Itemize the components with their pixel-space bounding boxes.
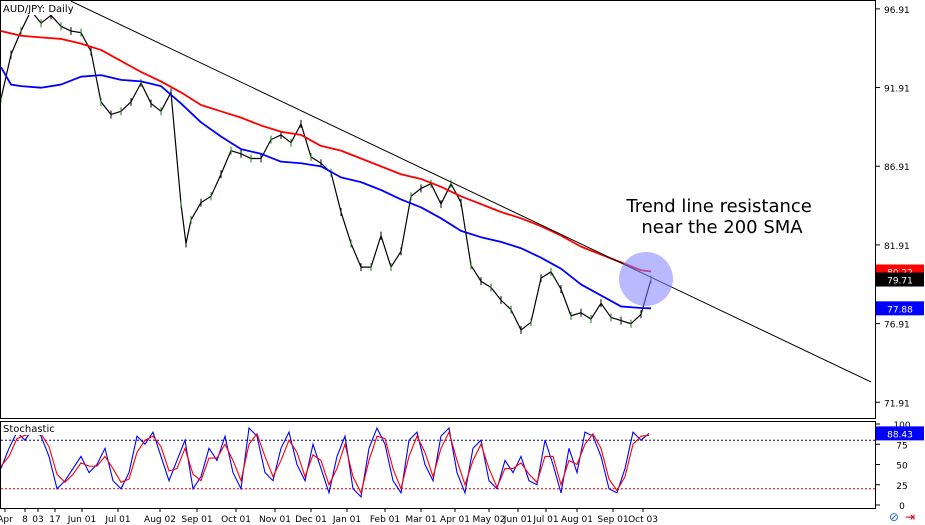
- stochastic-tick-label: 25: [896, 482, 907, 492]
- stochastic-series-pct-d: [1, 430, 650, 495]
- price-axis: 96.91 91.91 86.91 81.91 76.91 71.91: [875, 6, 910, 409]
- stochastic-panel-frame: [0, 421, 876, 509]
- time-tick-label: Jul 01: [532, 515, 558, 525]
- price-tick-label: 96.91: [884, 6, 910, 16]
- stochastic-tick-label: 0: [899, 502, 905, 512]
- time-tick-label: Mar 01: [405, 515, 436, 525]
- stochastic-tick-label: 100: [893, 421, 910, 431]
- time-tick-label: Sep 01: [181, 515, 212, 525]
- stochastic-axis: 100 75 50 25 0 88.43: [875, 421, 924, 512]
- price-tick-label: 76.91: [884, 321, 910, 331]
- series-200-sma: [1, 30, 652, 273]
- stochastic-value-tag: [876, 426, 924, 441]
- price-value-tag: [876, 272, 924, 287]
- time-tick-label: Jan 01: [332, 515, 361, 525]
- time-tick-label: May 02: [473, 515, 506, 525]
- time-axis: Apr 8 03 17 Jun 01 Jul 01 Aug 02 Sep 01 Oct 01 No…: [0, 508, 658, 525]
- series-trend-line: [70, 1, 872, 383]
- time-tick-label: Dec 01: [295, 515, 327, 525]
- time-tick-label: Oct 01: [221, 515, 251, 525]
- time-tick-label: Jun 01: [503, 515, 532, 525]
- price-chart-title: AUD/JPY: Daily: [3, 4, 74, 15]
- time-tick-label: Aug 01: [561, 515, 593, 525]
- time-tick-label: 8: [22, 515, 28, 525]
- stochastic-series-group: [1, 426, 875, 499]
- time-tick-label: Jul 01: [104, 515, 130, 525]
- resistance-highlight-circle: [619, 252, 673, 306]
- time-tick-label: Nov 01: [259, 515, 291, 525]
- price-value-tag: [876, 301, 924, 316]
- time-tick-label: Apr 01: [440, 515, 470, 525]
- price-series-group: [1, 1, 872, 383]
- price-tick-label: 81.91: [884, 242, 910, 252]
- annotation-line-1: Trend line resistance: [625, 196, 812, 217]
- price-tick-label: 71.91: [884, 399, 910, 409]
- stochastic-tick-label: 75: [896, 441, 907, 451]
- time-tick-label: 03: [32, 515, 43, 525]
- time-tick-label: Apr: [0, 515, 13, 525]
- corner-controls: ⊘ ⇥: [889, 511, 915, 523]
- time-tick-label: Feb 01: [370, 515, 400, 525]
- stochastic-title: Stochastic: [3, 424, 55, 435]
- price-value-label: 79.71: [887, 277, 913, 287]
- time-tick-label: Oct 03: [628, 515, 658, 525]
- time-tick-label: Aug 02: [144, 515, 176, 525]
- stochastic-value-label: 88.43: [887, 430, 913, 440]
- price-tick-label: 86.91: [884, 163, 910, 173]
- series-100-sma: [1, 66, 652, 310]
- stochastic-tick-label: 50: [896, 462, 908, 472]
- time-tick-label: Sep 01: [597, 515, 628, 525]
- link-icon[interactable]: ⊘: [888, 510, 899, 524]
- annotation-line-2: near the 200 SMA: [641, 217, 803, 238]
- price-tick-label: 91.91: [884, 85, 910, 95]
- stochastic-series-pct-k: [1, 426, 650, 499]
- time-tick-label: Jun 01: [67, 515, 96, 525]
- price-value-label: 77.88: [887, 305, 913, 315]
- time-tick-label: 17: [49, 515, 60, 525]
- price-panel-frame: [0, 0, 876, 419]
- close-icon[interactable]: ⇥: [904, 510, 915, 524]
- chart-annotation: Trend line resistance near the 200 SMA: [625, 196, 817, 238]
